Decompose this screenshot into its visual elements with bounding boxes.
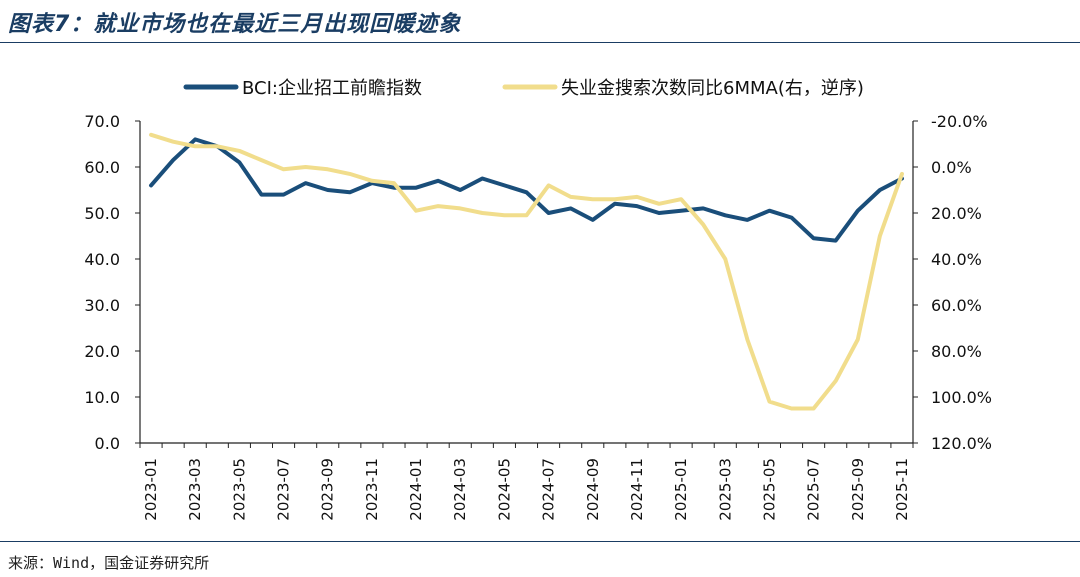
right-axis-tick-label: 60.0% xyxy=(931,296,982,315)
right-axis-tick-label: 120.0% xyxy=(931,434,992,453)
right-axis-tick-label: 0.0% xyxy=(931,158,972,177)
chart-title: 图表7：就业市场也在最近三月出现回暖迹象 xyxy=(8,12,462,37)
x-axis-tick-label: 2023-11 xyxy=(363,458,381,521)
title-divider xyxy=(0,42,1080,43)
x-axis-tick-label: 2025-11 xyxy=(893,458,911,521)
right-axis-tick-label: 20.0% xyxy=(931,204,982,223)
right-axis-tick-label: -20.0% xyxy=(931,112,988,131)
x-axis-tick-label: 2024-07 xyxy=(540,458,558,521)
x-axis-tick-label: 2024-05 xyxy=(495,458,513,521)
left-axis-tick-label: 0.0 xyxy=(95,434,120,453)
legend-label: BCI:企业招工前瞻指数 xyxy=(242,78,422,99)
x-axis-tick-label: 2023-05 xyxy=(230,458,248,521)
x-axis-tick-label: 2025-09 xyxy=(849,458,867,521)
footer-divider xyxy=(0,541,1080,542)
left-axis-tick-label: 40.0 xyxy=(84,250,120,269)
x-axis-tick-label: 2025-03 xyxy=(716,458,734,521)
left-axis-tick-label: 30.0 xyxy=(84,296,120,315)
right-axis-tick-label: 40.0% xyxy=(931,250,982,269)
x-axis-tick-label: 2024-01 xyxy=(407,458,425,521)
x-axis-tick-label: 2025-01 xyxy=(672,458,690,521)
x-axis-tick-label: 2025-05 xyxy=(760,458,778,521)
left-axis-tick-label: 10.0 xyxy=(84,388,120,407)
legend-label: 失业金搜索次数同比6MMA(右，逆序) xyxy=(561,78,864,99)
x-axis-tick-label: 2023-01 xyxy=(142,458,160,521)
right-axis-tick-label: 100.0% xyxy=(931,388,992,407)
x-axis-tick-label: 2025-07 xyxy=(805,458,823,521)
x-axis-tick-label: 2024-09 xyxy=(584,458,602,521)
unemployment-search-series-line xyxy=(149,132,904,411)
left-axis-tick-label: 50.0 xyxy=(84,204,120,223)
chart: 0.0 10.0 20.0 30.0 40.0 50.0 60.0 70.0 -20.0% 0.0… xyxy=(84,78,992,521)
right-axis-tick-label: 80.0% xyxy=(931,342,982,361)
x-axis-tick-label: 2023-09 xyxy=(319,458,337,521)
x-axis-tick-label: 2023-03 xyxy=(186,458,204,521)
source-note: 来源：Wind，国金证券研究所 xyxy=(8,554,210,572)
x-axis-tick-label: 2024-11 xyxy=(628,458,646,521)
left-axis-tick-label: 20.0 xyxy=(84,342,120,361)
left-axis-tick-label: 70.0 xyxy=(84,112,120,131)
x-axis-tick-label: 2024-03 xyxy=(451,458,469,521)
bci-series-line xyxy=(149,137,904,243)
x-axis-tick-label: 2023-07 xyxy=(275,458,293,521)
left-axis-tick-label: 60.0 xyxy=(84,158,120,177)
